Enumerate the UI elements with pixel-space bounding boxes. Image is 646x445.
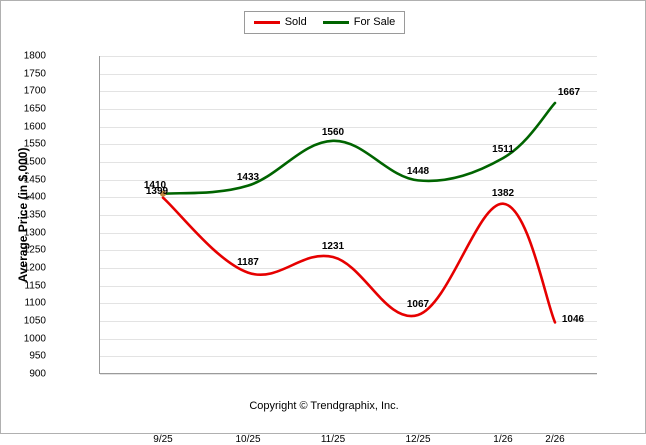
y-tick-label: 1700 xyxy=(23,85,46,97)
gridline xyxy=(100,250,597,252)
x-tick-label: 11/25 xyxy=(320,434,346,445)
legend-label-sold: Sold xyxy=(284,16,307,28)
legend-label-for-sale: For Sale xyxy=(353,16,396,28)
legend-item-sold: Sold xyxy=(253,16,307,28)
gridline xyxy=(100,197,597,199)
gridline xyxy=(100,215,597,216)
y-tick-label: 1650 xyxy=(23,103,46,115)
point-label: 1560 xyxy=(321,126,345,138)
y-tick-label: 1550 xyxy=(23,138,46,150)
x-tick-label: 1/26 xyxy=(493,434,513,445)
point-label: 1511 xyxy=(492,144,514,156)
point-label: 1187 xyxy=(237,256,259,268)
y-tick-label: 1600 xyxy=(23,121,46,133)
y-tick-label: 1000 xyxy=(23,333,46,345)
series-lines xyxy=(160,101,557,324)
x-tick-label: 10/25 xyxy=(235,434,261,445)
start-point-marker xyxy=(160,190,166,197)
y-tick-label: 1100 xyxy=(24,297,46,309)
gridline xyxy=(100,179,597,181)
point-label: 1410 xyxy=(143,179,167,191)
series-line-sold xyxy=(161,196,557,324)
y-tick-label: 1250 xyxy=(23,244,46,256)
legend-swatch-sold xyxy=(253,21,280,24)
legend-item-for-sale: For Sale xyxy=(322,16,396,28)
gridline xyxy=(100,356,597,358)
point-label: 1231 xyxy=(321,241,345,253)
y-tick-label: 1150 xyxy=(24,280,46,292)
y-tick-label: 1400 xyxy=(23,191,46,203)
point-label: 1067 xyxy=(406,298,430,310)
y-tick-label: 900 xyxy=(29,368,46,380)
y-tick-label: 1350 xyxy=(23,209,46,221)
series-line-for-sale xyxy=(161,101,557,196)
point-label: 1382 xyxy=(491,187,515,199)
point-label: 1433 xyxy=(236,171,260,183)
gridline xyxy=(100,285,597,287)
y-tick-label: 950 xyxy=(29,350,46,362)
gridline xyxy=(100,303,597,305)
gridline xyxy=(100,268,597,269)
gridline xyxy=(100,73,597,75)
chart-legend: Sold For Sale xyxy=(244,11,405,34)
point-label: 1046 xyxy=(561,314,585,326)
y-tick-label: 1050 xyxy=(23,315,46,327)
y-tick-label: 1800 xyxy=(23,50,46,62)
gridline xyxy=(100,56,597,57)
x-tick-label: 9/25 xyxy=(153,434,173,445)
gridline xyxy=(100,321,597,322)
gridline xyxy=(100,374,597,375)
y-tick-label: 1300 xyxy=(23,227,46,239)
gridline xyxy=(100,126,597,128)
copyright-text: Copyright © Trendgraphix, Inc. xyxy=(249,400,399,412)
legend-swatch-for-sale xyxy=(322,21,349,24)
y-tick-label: 1200 xyxy=(23,262,46,274)
gridline xyxy=(100,109,597,110)
y-tick-label: 1500 xyxy=(23,156,46,168)
point-label: 1399 xyxy=(145,185,169,197)
x-tick-label: 2/26 xyxy=(545,434,565,445)
y-tick-label: 1450 xyxy=(23,174,46,186)
gridline xyxy=(100,91,597,93)
gridline xyxy=(100,338,597,340)
y-tick-label: 1750 xyxy=(23,68,46,80)
x-tick-label: 12/25 xyxy=(405,434,431,445)
gridline xyxy=(100,144,597,146)
gridline xyxy=(100,162,597,163)
plot-area: 900 950 1000 1050 1100 1150 1200 1250 1300 1350 14… xyxy=(24,51,597,445)
point-label: 1667 xyxy=(557,86,581,98)
gridline xyxy=(100,232,597,234)
point-label: 1448 xyxy=(406,166,430,178)
